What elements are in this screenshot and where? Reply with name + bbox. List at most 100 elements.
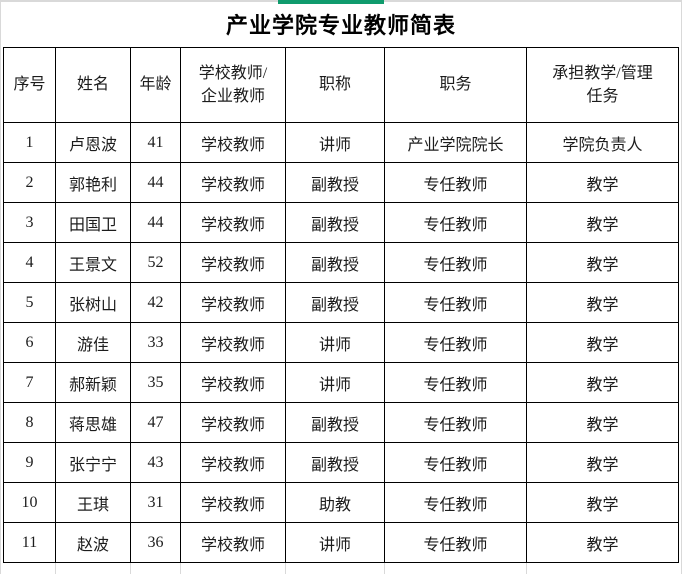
header-cell-age: 年龄 (130, 47, 181, 123)
table-cell: 9 (3, 442, 56, 483)
bottom-gridline-stub (285, 563, 286, 574)
table-cell: 王景文 (55, 242, 131, 283)
bottom-gridline-stub (55, 563, 56, 574)
table-cell: 4 (3, 242, 56, 283)
table-cell: 7 (3, 362, 56, 403)
table-row: 1 卢恩波 41 学校教师 讲师 产业学院院长 学院负责人 (3, 122, 679, 163)
table-cell: 专任教师 (384, 442, 527, 483)
green-accent-bar (278, 0, 384, 4)
table-cell: 王琪 (55, 482, 131, 523)
table-cell: 专任教师 (384, 202, 527, 243)
header-cell-title: 职称 (285, 47, 385, 123)
table-cell: 教学 (526, 322, 679, 363)
table-cell: 8 (3, 402, 56, 443)
table-row: 10 王琪 31 学校教师 助教 专任教师 教学 (3, 482, 679, 523)
table-row: 11 赵波 36 学校教师 讲师 专任教师 教学 (3, 522, 679, 563)
header-cell-type: 学校教师/ 企业教师 (180, 47, 286, 123)
table-cell: 1 (3, 122, 56, 163)
table-cell: 郭艳利 (55, 162, 131, 203)
table-cell: 副教授 (285, 282, 385, 323)
table-cell: 副教授 (285, 242, 385, 283)
table-row: 4 王景文 52 学校教师 副教授 专任教师 教学 (3, 242, 679, 283)
table-cell: 学院负责人 (526, 122, 679, 163)
table-row: 6 游佳 33 学校教师 讲师 专任教师 教学 (3, 322, 679, 363)
bottom-gridline-stub (384, 563, 385, 574)
bottom-gridline-stub (180, 563, 181, 574)
table-cell: 郝新颖 (55, 362, 131, 403)
table-cell: 36 (130, 522, 181, 563)
table-cell: 学校教师 (180, 162, 286, 203)
table-cell: 学校教师 (180, 442, 286, 483)
table-row: 2 郭艳利 44 学校教师 副教授 专任教师 教学 (3, 162, 679, 203)
table-row: 5 张树山 42 学校教师 副教授 专任教师 教学 (3, 282, 679, 323)
table-cell: 47 (130, 402, 181, 443)
teacher-table: 序号 姓名 年龄 学校教师/ 企业教师 职称 职务 承担教学/管理 任务 1 卢恩… (3, 47, 679, 563)
table-cell: 专任教师 (384, 322, 527, 363)
table-cell: 张宁宁 (55, 442, 131, 483)
table-cell: 6 (3, 322, 56, 363)
table-cell: 讲师 (285, 122, 385, 163)
table-cell: 教学 (526, 162, 679, 203)
table-cell: 张树山 (55, 282, 131, 323)
header-cell-index: 序号 (3, 47, 56, 123)
page-title: 产业学院专业教师简表 (225, 13, 456, 38)
table-cell: 讲师 (285, 522, 385, 563)
header-cell-position: 职务 (384, 47, 527, 123)
table-cell: 学校教师 (180, 322, 286, 363)
table-cell: 学校教师 (180, 242, 286, 283)
table-cell: 教学 (526, 202, 679, 243)
table-cell: 卢恩波 (55, 122, 131, 163)
left-edge-line (0, 0, 1, 574)
table-cell: 2 (3, 162, 56, 203)
table-cell: 10 (3, 482, 56, 523)
table-cell: 43 (130, 442, 181, 483)
table-cell: 副教授 (285, 402, 385, 443)
table-cell: 蒋思雄 (55, 402, 131, 443)
table-row: 8 蒋思雄 47 学校教师 副教授 专任教师 教学 (3, 402, 679, 443)
table-cell: 助教 (285, 482, 385, 523)
table-cell: 学校教师 (180, 522, 286, 563)
table-cell: 学校教师 (180, 482, 286, 523)
table-header-row: 序号 姓名 年龄 学校教师/ 企业教师 职称 职务 承担教学/管理 任务 (3, 47, 679, 123)
table-cell: 游佳 (55, 322, 131, 363)
table-cell: 44 (130, 202, 181, 243)
table-cell: 3 (3, 202, 56, 243)
table-cell: 教学 (526, 442, 679, 483)
table-cell: 产业学院院长 (384, 122, 527, 163)
table-cell: 讲师 (285, 322, 385, 363)
table-body: 1 卢恩波 41 学校教师 讲师 产业学院院长 学院负责人 2 郭艳利 44 学校教师 副教授 专任教师… (3, 122, 679, 563)
table-cell: 5 (3, 282, 56, 323)
table-cell: 42 (130, 282, 181, 323)
table-cell: 31 (130, 482, 181, 523)
table-cell: 专任教师 (384, 402, 527, 443)
table-cell: 33 (130, 322, 181, 363)
table-cell: 赵波 (55, 522, 131, 563)
table-cell: 田国卫 (55, 202, 131, 243)
table-cell: 专任教师 (384, 482, 527, 523)
bottom-gridline-stub (526, 563, 527, 574)
header-cell-task: 承担教学/管理 任务 (526, 47, 679, 123)
table-cell: 副教授 (285, 202, 385, 243)
table-cell: 专任教师 (384, 162, 527, 203)
table-row: 3 田国卫 44 学校教师 副教授 专任教师 教学 (3, 202, 679, 243)
table-cell: 讲师 (285, 362, 385, 403)
table-cell: 35 (130, 362, 181, 403)
table-cell: 副教授 (285, 442, 385, 483)
table-cell: 学校教师 (180, 202, 286, 243)
table-cell: 学校教师 (180, 362, 286, 403)
table-cell: 教学 (526, 362, 679, 403)
table-cell: 学校教师 (180, 122, 286, 163)
table-cell: 教学 (526, 242, 679, 283)
table-cell: 专任教师 (384, 242, 527, 283)
table-cell: 学校教师 (180, 402, 286, 443)
header-cell-name: 姓名 (55, 47, 131, 123)
table-cell: 教学 (526, 482, 679, 523)
table-cell: 教学 (526, 282, 679, 323)
table-row: 7 郝新颖 35 学校教师 讲师 专任教师 教学 (3, 362, 679, 403)
table-cell: 教学 (526, 522, 679, 563)
table-cell: 专任教师 (384, 522, 527, 563)
table-cell: 11 (3, 522, 56, 563)
table-cell: 52 (130, 242, 181, 283)
table-row: 9 张宁宁 43 学校教师 副教授 专任教师 教学 (3, 442, 679, 483)
